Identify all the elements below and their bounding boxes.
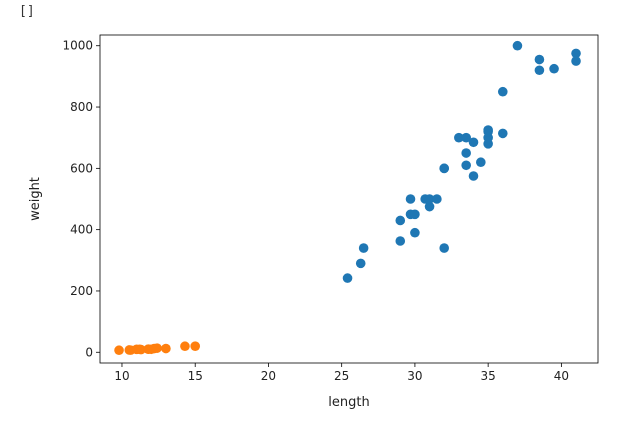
data-point-series-1 [534,54,545,65]
data-point-series-1 [468,171,479,181]
data-point-series-1 [571,56,581,66]
data-point-series-1 [395,236,406,246]
data-point-series-2 [180,341,190,352]
data-point-series-1 [534,65,545,76]
y-tick-label: 400 [70,223,93,237]
data-point-series-1 [342,273,353,283]
data-point-series-1 [410,209,420,220]
y-tick-label: 200 [70,284,93,298]
data-point-series-1 [497,128,508,139]
y-tick-label: 1000 [62,39,93,53]
y-tick-label: 800 [70,100,93,114]
x-tick-label: 30 [407,369,422,383]
y-tick-label: 0 [85,345,93,359]
data-point-series-1 [571,48,581,59]
x-tick-label: 25 [334,369,349,383]
data-point-series-1 [483,126,493,137]
x-tick-label: 40 [554,369,569,383]
data-point-series-1 [432,194,442,204]
data-points [114,40,581,356]
data-point-series-1 [439,243,450,253]
data-point-series-1 [512,40,523,51]
data-point-series-2 [136,344,146,355]
data-point-series-1 [355,258,366,269]
plot-area-frame [99,34,599,364]
data-point-series-1 [497,86,508,97]
data-point-series-1 [461,148,471,158]
x-tick-label: 20 [261,369,276,383]
data-point-series-1 [476,157,486,168]
x-axis-label: length [328,395,369,410]
x-axis-ticks: 10 15 20 25 30 35 40 [114,363,569,383]
x-tick-label: 10 [114,369,129,383]
data-point-series-1 [549,63,559,74]
data-point-series-1 [358,243,369,253]
x-tick-label: 35 [481,369,496,383]
data-point-series-1 [410,227,420,238]
x-tick-label: 15 [188,369,203,383]
y-axis-label: weight [28,177,43,221]
y-tick-label: 600 [70,161,93,175]
data-point-series-2 [114,345,124,356]
data-point-series-1 [439,163,450,174]
y-axis-ticks: 0 200 400 600 800 1000 [62,39,100,359]
data-point-series-1 [405,194,416,204]
data-point-series-2 [161,343,171,354]
data-point-series-1 [395,215,406,226]
data-point-series-1 [468,137,479,148]
data-point-series-1 [454,132,464,143]
output-prompt: [] [19,4,35,19]
data-point-series-1 [424,194,435,204]
data-point-series-1 [461,132,471,143]
data-point-series-1 [424,201,435,212]
data-point-series-2 [152,343,162,353]
data-point-series-2 [190,341,201,351]
data-point-series-1 [461,160,471,171]
